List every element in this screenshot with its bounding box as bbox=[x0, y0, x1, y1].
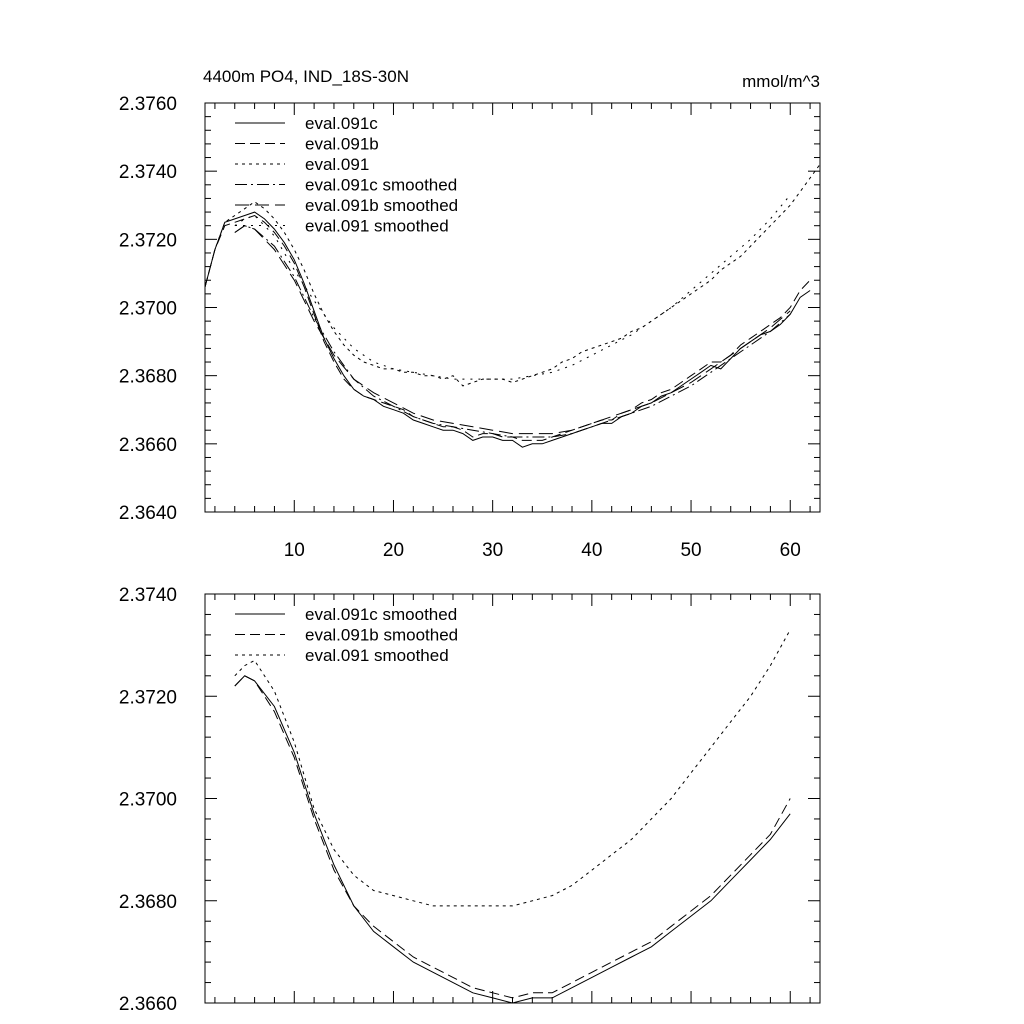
x-tick-label: 10 bbox=[284, 540, 305, 561]
series-line-eval-091-smoothed bbox=[234, 194, 791, 380]
plot-frame bbox=[204, 102, 821, 513]
series-line-eval-091c-smoothed bbox=[234, 225, 791, 438]
legend-label: eval.091 bbox=[305, 155, 369, 174]
legend-label: eval.091 smoothed bbox=[305, 646, 449, 665]
legend-label: eval.091c smoothed bbox=[305, 176, 457, 195]
legend-label: eval.091c bbox=[305, 114, 378, 133]
legend-label: eval.091b smoothed bbox=[305, 626, 458, 645]
plot-frame bbox=[204, 593, 821, 1004]
x-tick-label: 20 bbox=[383, 540, 404, 561]
top-panel: 4400m PO4, IND_18S-30N mmol/m^3 10 20 30 40… bbox=[119, 67, 821, 561]
y-tick-label: 2.3700 bbox=[119, 790, 177, 811]
y-tick-label: 2.3720 bbox=[119, 230, 177, 251]
y-tick-label: 2.3720 bbox=[119, 687, 177, 708]
top-panel-title-left: 4400m PO4, IND_18S-30N bbox=[203, 67, 409, 86]
y-tick-label: 2.3740 bbox=[119, 162, 177, 183]
series-line-eval-091b-smoothed bbox=[234, 675, 791, 999]
y-tick-label: 2.3680 bbox=[119, 367, 177, 388]
bottom-panel: 2.3660 2.3680 2.3700 2.3720 2.3740 eval.091c … bbox=[119, 585, 821, 1015]
y-tick-label: 2.3660 bbox=[119, 994, 177, 1015]
y-tick-label: 2.3700 bbox=[119, 299, 177, 320]
y-tick-label: 2.3740 bbox=[119, 585, 177, 606]
series-line-eval-091c-smoothed bbox=[234, 675, 791, 1004]
x-tick-label: 40 bbox=[581, 540, 602, 561]
y-tick-label: 2.3640 bbox=[119, 503, 177, 524]
series-line-eval-091b bbox=[204, 214, 811, 441]
legend-label: eval.091c smoothed bbox=[305, 605, 457, 624]
series-line-eval-091b-smoothed bbox=[234, 225, 791, 435]
series-line-eval-091c bbox=[204, 211, 811, 448]
legend-label: eval.091 smoothed bbox=[305, 217, 449, 236]
series-line-eval-091 bbox=[204, 164, 821, 387]
x-tick-label: 50 bbox=[680, 540, 701, 561]
legend-label: eval.091b bbox=[305, 135, 379, 154]
top-panel-title-right: mmol/m^3 bbox=[742, 72, 820, 91]
legend-label: eval.091b smoothed bbox=[305, 196, 458, 215]
y-tick-label: 2.3760 bbox=[119, 94, 177, 115]
y-tick-label: 2.3680 bbox=[119, 892, 177, 913]
series-line-eval-091-smoothed bbox=[234, 629, 791, 907]
y-tick-label: 2.3660 bbox=[119, 435, 177, 456]
x-tick-label: 30 bbox=[482, 540, 503, 561]
x-tick-label: 60 bbox=[780, 540, 801, 561]
